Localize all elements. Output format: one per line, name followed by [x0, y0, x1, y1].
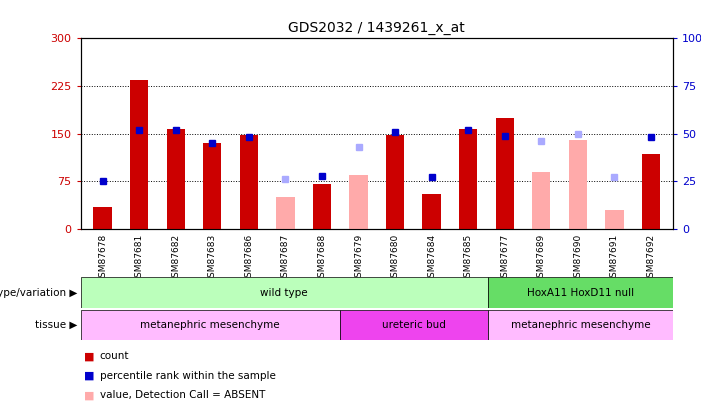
- Bar: [642, 154, 660, 229]
- Text: ■: ■: [84, 352, 95, 361]
- Bar: [276, 197, 294, 229]
- Bar: [203, 143, 222, 229]
- Bar: [606, 210, 624, 229]
- Text: metanephric mesenchyme: metanephric mesenchyme: [510, 320, 651, 330]
- Text: ureteric bud: ureteric bud: [382, 320, 446, 330]
- Bar: [569, 140, 587, 229]
- Bar: [496, 118, 514, 229]
- Bar: [459, 129, 477, 229]
- Text: HoxA11 HoxD11 null: HoxA11 HoxD11 null: [527, 288, 634, 298]
- Text: tissue ▶: tissue ▶: [35, 320, 77, 330]
- Bar: [81, 277, 488, 308]
- Bar: [488, 277, 673, 308]
- Text: ■: ■: [84, 371, 95, 381]
- Bar: [386, 135, 404, 229]
- Bar: [81, 310, 340, 340]
- Title: GDS2032 / 1439261_x_at: GDS2032 / 1439261_x_at: [288, 21, 465, 35]
- Bar: [488, 310, 673, 340]
- Bar: [349, 175, 367, 229]
- Bar: [167, 128, 185, 229]
- Bar: [423, 194, 441, 229]
- Text: metanephric mesenchyme: metanephric mesenchyme: [140, 320, 280, 330]
- Text: percentile rank within the sample: percentile rank within the sample: [100, 371, 275, 381]
- Text: count: count: [100, 352, 129, 361]
- Bar: [532, 172, 550, 229]
- Text: wild type: wild type: [260, 288, 308, 298]
- Bar: [340, 310, 488, 340]
- Bar: [313, 184, 331, 229]
- Text: genotype/variation ▶: genotype/variation ▶: [0, 288, 77, 298]
- Text: value, Detection Call = ABSENT: value, Detection Call = ABSENT: [100, 390, 265, 400]
- Text: ■: ■: [84, 390, 95, 400]
- Bar: [240, 135, 258, 229]
- Bar: [93, 207, 111, 229]
- Bar: [130, 80, 148, 229]
